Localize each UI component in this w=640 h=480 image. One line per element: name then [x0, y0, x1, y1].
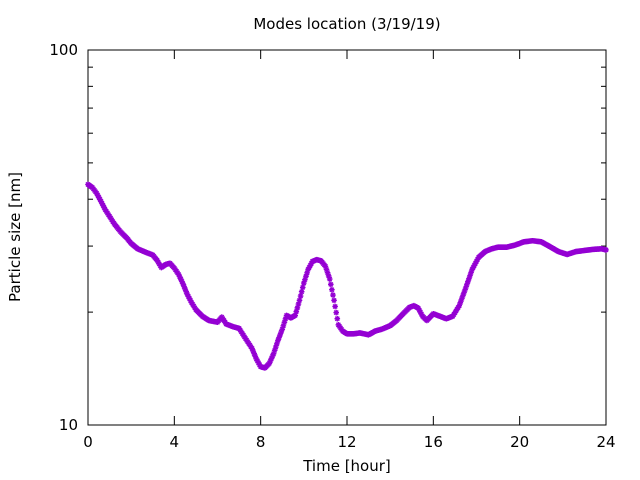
data-point	[282, 316, 289, 322]
data-point	[178, 276, 184, 282]
data-point	[270, 350, 277, 357]
data-point	[325, 273, 332, 279]
x-axis-label: Time [hour]	[302, 457, 391, 475]
data-point	[275, 337, 281, 344]
data-point	[280, 323, 287, 329]
data-point	[461, 288, 468, 294]
data-point	[466, 275, 472, 282]
data-point	[331, 297, 337, 304]
data-point	[458, 296, 465, 303]
x-tick-label: 16	[424, 433, 443, 451]
data-point	[467, 272, 473, 279]
data-point	[456, 302, 463, 309]
data-point	[180, 280, 186, 287]
data-point	[465, 278, 471, 285]
data-point	[299, 284, 306, 291]
data-point	[183, 288, 190, 295]
data-point	[334, 315, 341, 322]
data-point	[302, 276, 308, 283]
data-point	[297, 293, 304, 299]
data-point	[463, 282, 470, 288]
axis-ticks	[87, 49, 607, 426]
data-point	[293, 308, 300, 315]
data-point	[276, 334, 282, 341]
data-point	[328, 281, 334, 288]
x-tick-label: 12	[337, 433, 356, 451]
data-point	[292, 312, 298, 319]
y-tick-labels: 10 100	[49, 41, 78, 434]
data-point	[330, 292, 336, 298]
data-point	[279, 326, 286, 333]
chart-title: Modes location (3/19/19)	[253, 15, 440, 33]
data-point	[99, 200, 105, 207]
data-point	[322, 263, 329, 270]
data-point	[278, 329, 284, 335]
data-point	[301, 280, 307, 286]
y-tick-label: 10	[59, 416, 78, 434]
data-point	[303, 273, 309, 280]
data-point	[182, 286, 188, 292]
data-point	[249, 345, 255, 352]
x-tick-labels: 0 4 8 12 16 20 24	[83, 433, 615, 451]
data-point	[332, 303, 338, 310]
data-point	[304, 270, 310, 276]
data-point	[175, 271, 182, 278]
data-point	[298, 288, 305, 295]
plot-frame	[87, 49, 607, 426]
data-point	[459, 294, 466, 300]
x-tick-label: 20	[510, 433, 529, 451]
data-point	[323, 266, 330, 273]
data-points	[85, 181, 609, 371]
data-point	[271, 347, 278, 354]
data-point	[98, 198, 104, 205]
data-point	[295, 301, 302, 307]
data-point	[281, 319, 288, 326]
x-tick-label: 0	[83, 433, 93, 451]
data-point	[294, 305, 301, 311]
data-point	[277, 332, 283, 338]
data-point	[252, 353, 259, 360]
x-tick-label: 24	[596, 433, 615, 451]
data-point	[272, 344, 279, 350]
data-point	[100, 202, 106, 209]
data-point	[329, 286, 335, 293]
data-point	[269, 353, 276, 359]
data-point	[179, 278, 185, 285]
data-point	[324, 269, 331, 276]
data-point	[268, 355, 275, 362]
data-point	[460, 291, 467, 297]
y-tick-label: 100	[49, 41, 78, 59]
data-point	[462, 285, 469, 291]
data-point	[603, 247, 609, 253]
y-axis-label: Particle size [nm]	[6, 172, 24, 302]
data-point	[296, 297, 303, 304]
data-point	[457, 299, 464, 306]
data-point	[267, 358, 274, 364]
data-point	[101, 204, 107, 211]
data-point	[181, 283, 187, 290]
data-point	[333, 309, 340, 316]
x-tick-label: 8	[256, 433, 266, 451]
data-point	[176, 274, 183, 280]
data-point	[251, 350, 257, 357]
data-point	[468, 269, 474, 276]
data-point	[274, 340, 280, 347]
data-point	[250, 348, 256, 354]
data-point	[326, 276, 333, 282]
data-point	[266, 360, 273, 367]
x-tick-label: 4	[170, 433, 180, 451]
